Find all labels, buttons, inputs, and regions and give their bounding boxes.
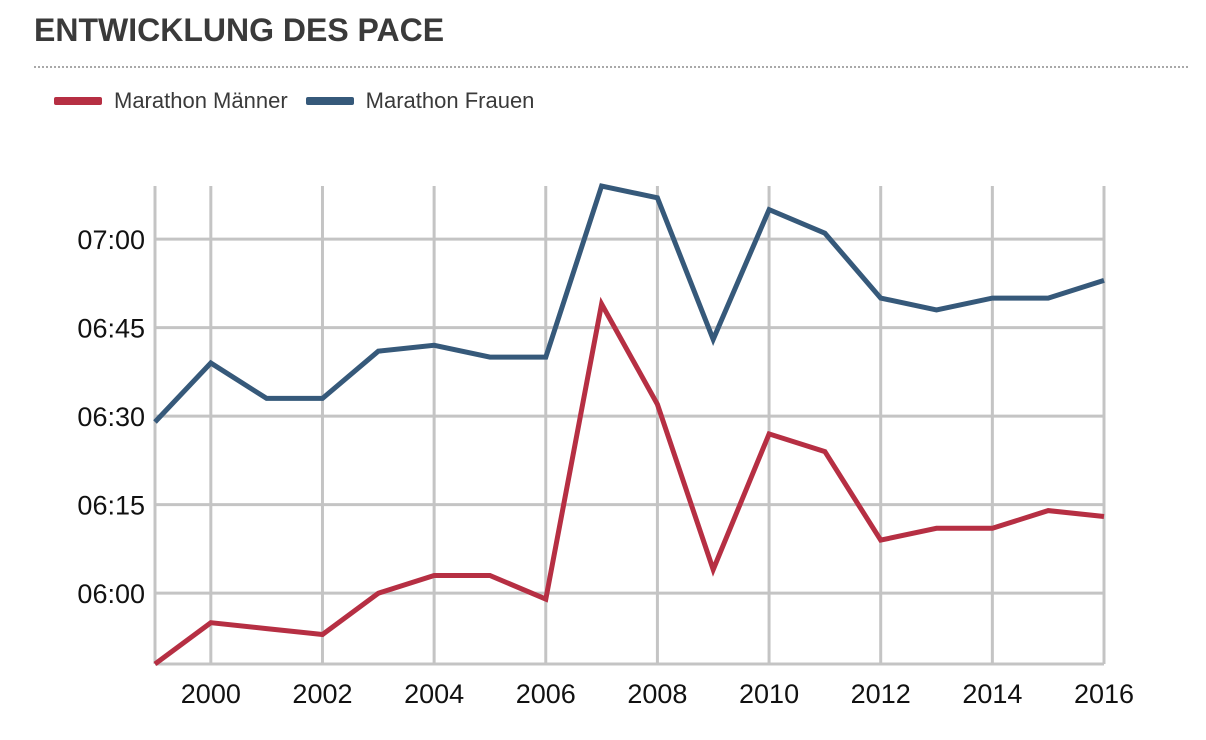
x-tick-label: 2008 — [627, 679, 687, 709]
x-tick-label: 2004 — [404, 679, 464, 709]
axes — [153, 186, 1104, 666]
y-tick-label: 06:15 — [77, 491, 145, 521]
series-lines — [153, 183, 1105, 667]
x-tick-label: 2016 — [1074, 679, 1134, 709]
y-tick-label: 06:45 — [77, 314, 145, 344]
x-tick-label: 2006 — [516, 679, 576, 709]
legend-item-men: Marathon Männer — [54, 88, 288, 114]
legend-label-women: Marathon Frauen — [365, 88, 535, 113]
x-tick-label: 2000 — [181, 679, 241, 709]
chart-title: ENTWICKLUNG DES PACE — [34, 12, 445, 48]
y-tick-label: 07:00 — [77, 225, 145, 255]
x-tick-label: 2002 — [292, 679, 352, 709]
x-tick-label: 2012 — [851, 679, 911, 709]
legend-label-men: Marathon Männer — [114, 88, 288, 113]
title-divider — [34, 66, 1188, 68]
y-tick-labels: 06:00 06:15 06:30 06:45 07:00 — [77, 225, 145, 609]
y-tick-label: 06:30 — [77, 402, 145, 432]
series-line-men — [153, 296, 1105, 667]
legend: Marathon Männer Marathon Frauen — [54, 88, 552, 114]
y-tick-label: 06:00 — [77, 579, 145, 609]
legend-item-women: Marathon Frauen — [305, 88, 535, 114]
series-line-women — [153, 183, 1105, 424]
x-tick-label: 2014 — [962, 679, 1022, 709]
x-tick-labels: 2000 2002 2004 2006 2008 2010 2012 2014 2016 — [181, 679, 1134, 709]
legend-swatch-women — [305, 97, 354, 105]
legend-swatch-men — [54, 97, 102, 105]
x-tick-label: 2010 — [739, 679, 799, 709]
grid — [155, 186, 1106, 664]
